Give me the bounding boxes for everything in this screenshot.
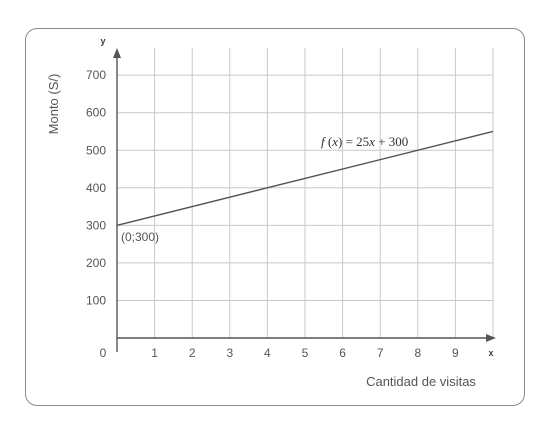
series-line: [116, 130, 494, 227]
y-tick-label: 500: [86, 143, 106, 157]
function-label-coef: ) = 25: [338, 134, 369, 149]
x-axis-label: Cantidad de visitas: [366, 374, 476, 389]
chart-frame: [25, 28, 525, 406]
function-label-tail: + 300: [375, 134, 408, 149]
function-label-f: f: [321, 134, 327, 149]
x-tick-label: 7: [377, 346, 384, 360]
function-label: f (x) = 25x + 300: [321, 134, 408, 149]
x-tick-labels: 1 2 3 4 5 6 7 8 9: [151, 346, 459, 360]
y-tick-label: 400: [86, 181, 106, 195]
y-tick-label: 700: [86, 68, 106, 82]
function-label-var: x: [331, 134, 338, 149]
x-tick-label: 4: [264, 346, 271, 360]
y-axis-arrow: [113, 48, 121, 58]
x-tick-label: 1: [151, 346, 158, 360]
axes: [113, 48, 496, 352]
series-layer: [116, 130, 494, 227]
x-tick-label: 3: [226, 346, 233, 360]
function-label-var2: x: [368, 134, 375, 149]
origin-label: 0: [100, 346, 107, 360]
grid: [117, 48, 494, 338]
x-tick-label: 2: [189, 346, 196, 360]
y-tick-label: 200: [86, 256, 106, 270]
x-tick-label: 8: [414, 346, 421, 360]
intercept-label: (0;300): [121, 230, 159, 244]
x-axis-arrow: [486, 334, 496, 342]
x-tick-label: 6: [339, 346, 346, 360]
y-tick-labels: 100 200 300 400 500 600 700: [86, 68, 106, 307]
function-label-open: (: [325, 134, 333, 149]
x-tick-label: 5: [302, 346, 309, 360]
y-tick-label: 100: [86, 293, 106, 307]
x-axis-name: x: [488, 348, 493, 358]
y-axis-label: Monto (S/): [46, 74, 61, 135]
y-tick-label: 600: [86, 106, 106, 120]
y-axis-name: y: [100, 36, 105, 46]
x-tick-label: 9: [452, 346, 459, 360]
y-tick-label: 300: [86, 218, 106, 232]
